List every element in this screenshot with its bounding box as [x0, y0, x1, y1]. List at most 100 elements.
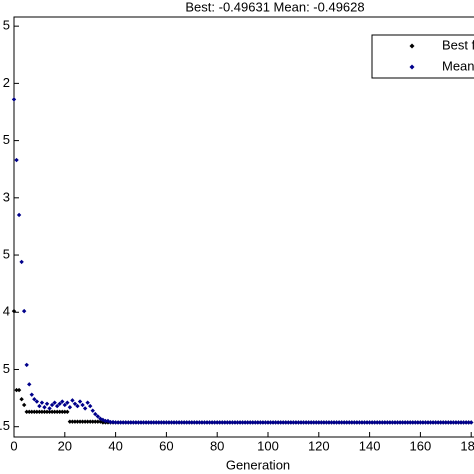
data-point: [77, 399, 83, 404]
data-point: [131, 420, 136, 425]
data-point: [88, 419, 93, 424]
legend-label: Best f: [442, 37, 474, 52]
data-point: [136, 420, 141, 425]
data-point: [57, 409, 62, 415]
data-point: [435, 420, 441, 425]
data-point: [344, 420, 349, 425]
data-point: [336, 420, 342, 425]
data-point: [80, 419, 85, 424]
x-tick-label: 0: [10, 438, 17, 453]
data-point: [263, 420, 268, 425]
data-point: [268, 420, 273, 425]
data-point: [194, 420, 200, 425]
data-point: [82, 406, 88, 411]
data-point: [453, 420, 459, 425]
data-point: [29, 392, 34, 397]
data-point: [405, 420, 410, 425]
data-point: [70, 419, 75, 424]
data-point: [67, 405, 73, 410]
data-point: [220, 420, 225, 425]
x-tick-label: 180: [460, 438, 474, 453]
data-point: [57, 401, 62, 407]
x-tick-label: 20: [58, 438, 72, 453]
data-point: [321, 420, 327, 425]
data-point: [169, 420, 174, 425]
data-point: [32, 397, 37, 402]
y-tick-label: 3: [3, 189, 10, 204]
data-point: [197, 420, 202, 425]
data-point: [70, 398, 75, 403]
data-point: [303, 420, 309, 425]
data-point: [21, 308, 27, 314]
legend-box: [371, 34, 474, 79]
data-point: [410, 420, 415, 425]
data-point: [359, 420, 365, 425]
data-point: [52, 400, 57, 405]
x-tick-label: 120: [308, 438, 330, 453]
data-point: [138, 420, 144, 425]
data-point: [52, 409, 57, 415]
data-point: [189, 420, 194, 425]
data-point: [408, 420, 413, 425]
data-point: [380, 420, 385, 425]
data-point: [375, 420, 380, 425]
data-point: [19, 397, 24, 402]
x-axis-label: Generation: [226, 457, 290, 472]
data-point: [357, 420, 362, 425]
data-point: [14, 387, 19, 393]
data-point: [301, 420, 306, 425]
data-point: [242, 420, 248, 425]
data-point: [151, 420, 156, 425]
data-point: [164, 420, 169, 425]
data-point: [385, 420, 390, 425]
data-point: [113, 420, 118, 425]
data-point: [291, 420, 296, 425]
data-point: [60, 399, 65, 404]
data-point: [103, 418, 108, 424]
data-point: [308, 420, 314, 425]
data-point: [202, 420, 207, 425]
data-point: [349, 420, 355, 425]
data-point: [441, 420, 446, 425]
data-point: [400, 420, 405, 425]
data-point: [270, 420, 276, 425]
data-point: [133, 420, 139, 425]
data-point: [77, 419, 83, 424]
data-point: [298, 420, 304, 425]
data-point: [369, 420, 375, 425]
data-point: [118, 420, 123, 425]
data-point: [458, 420, 464, 425]
legend-marker: [409, 64, 415, 70]
data-point: [156, 420, 161, 425]
data-point: [47, 406, 52, 411]
data-point: [390, 420, 395, 425]
data-point: [37, 403, 42, 409]
data-point: [93, 411, 98, 417]
data-point: [62, 409, 67, 415]
data-point: [316, 420, 321, 425]
data-point: [80, 402, 85, 408]
data-point: [334, 420, 339, 425]
data-point: [392, 420, 398, 425]
data-point: [42, 405, 47, 410]
data-point: [93, 419, 98, 424]
data-point: [143, 420, 149, 425]
data-point: [115, 420, 121, 425]
x-tick-label: 60: [159, 438, 173, 453]
data-point: [248, 420, 253, 425]
data-point: [240, 420, 245, 425]
data-point: [293, 420, 299, 425]
data-point: [372, 420, 377, 425]
data-point: [75, 419, 80, 424]
data-point: [88, 403, 93, 409]
data-point: [37, 409, 42, 415]
data-point: [82, 419, 88, 424]
data-point: [354, 420, 360, 425]
data-point: [451, 420, 456, 425]
data-point: [65, 400, 70, 405]
x-tick-label: 160: [410, 438, 432, 453]
data-point: [265, 420, 271, 425]
data-point: [433, 420, 438, 425]
y-tick-label: 5: [3, 246, 10, 261]
